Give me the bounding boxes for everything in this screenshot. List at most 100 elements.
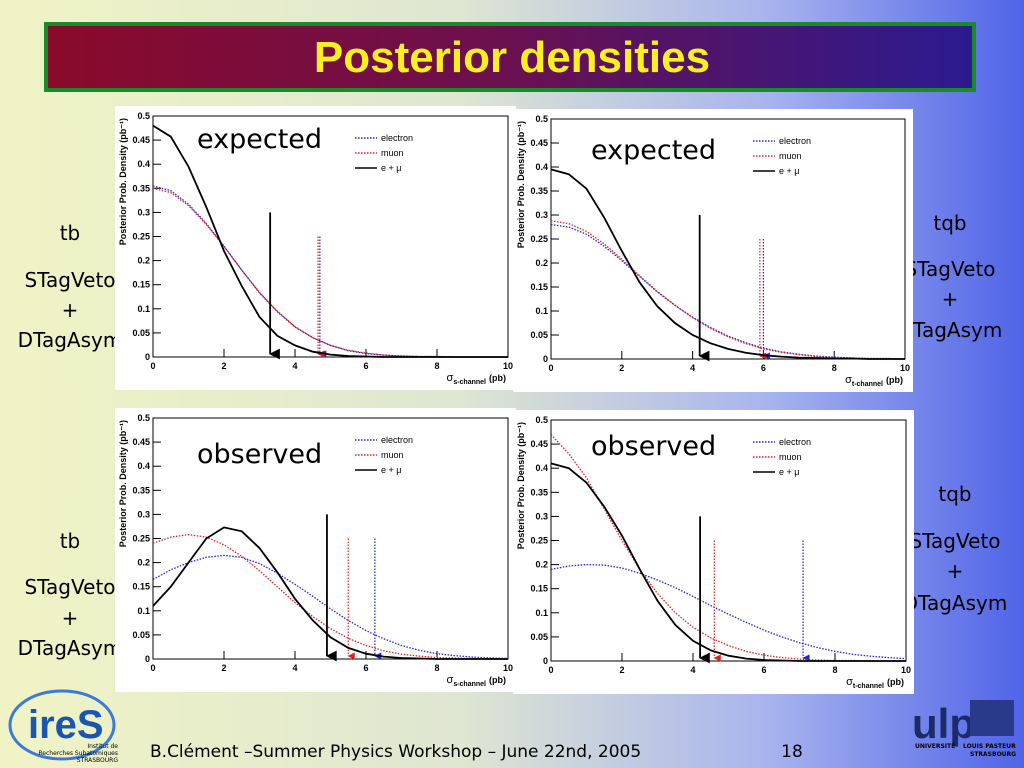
y-tick-label: 0.15 [132,280,150,290]
y-axis-label: Posterior Prob. Density (pb⁻¹) [516,121,526,248]
chart: 0 0.05 0.1 0.15 0.2 0.25 0.3 0.35 0.4 0.45 0.5 0 2 4 6… [513,109,913,392]
y-tick-label: 0.3 [137,509,150,519]
legend-label: e + μ [779,467,799,477]
side-label: DTagAsym [898,318,1003,342]
logo-ring [8,689,116,761]
side-label: tb [60,221,81,245]
logo-caption: UNIVERSITÉ [915,742,955,750]
y-tick-label: 0 [145,352,150,362]
x-tick-label: 2 [619,363,624,373]
chart: 0 0.05 0.1 0.15 0.2 0.25 0.3 0.35 0.4 0.45 0.5 0 2 4 6… [115,106,516,390]
side-label: STagVeto [904,257,995,281]
x-label-unit: (pb) [887,677,904,687]
charts: 0 0.05 0.1 0.15 0.2 0.25 0.3 0.35 0.4 0.45 0.5 0 2 4 6… [115,106,914,694]
y-tick-label: 0.35 [530,487,548,497]
footer-text: B.Clément –Summer Physics Workshop – Jun… [150,742,641,762]
y-tick-label: 0.3 [535,511,548,521]
side-label: tqb [938,482,971,506]
y-tick-label: 0.1 [535,608,548,618]
density-curve [550,563,907,660]
side-label: DTagAsym [18,636,123,660]
y-tick-label: 0.25 [132,534,150,544]
legend-label: electron [779,437,811,447]
x-tick-label: 2 [619,665,624,675]
y-tick-label: 0.05 [132,328,150,338]
x-label-symbol: σ [447,372,454,384]
x-tick-label: 10 [503,361,513,371]
y-tick-label: 0 [543,354,548,364]
x-axis-label: σs-channel (pb) [447,372,506,386]
legend-label: muon [381,450,404,460]
x-tick-label: 8 [434,663,439,673]
y-axis-label: Posterior Prob. Density (pb⁻¹) [118,420,128,547]
legend-label: muon [779,452,802,462]
density-curve [152,533,508,660]
y-tick-label: 0.1 [535,306,548,316]
y-tick-label: 0.3 [535,210,548,220]
logo-caption: STRASBOURG [970,751,1016,758]
page-number: 18 [781,742,803,762]
y-tick-label: 0.15 [132,582,150,592]
x-label-unit: (pb) [489,675,506,685]
y-tick-label: 0.2 [137,256,150,266]
density-curve [152,554,509,660]
x-tick-label: 10 [901,665,911,675]
side-labels: tb STagVeto + DTagAsym tqb STagVeto + DTagAsym t… [18,211,1008,660]
legend-label: muon [779,151,802,161]
x-axis-label: σt-channel (pb) [845,374,903,388]
legend-label: electron [779,136,811,146]
y-tick-label: 0.2 [535,560,548,570]
legend-label: electron [381,435,413,445]
x-tick-label: 6 [363,361,368,371]
x-label-subscript: t-channel [852,381,883,388]
y-tick-label: 0.15 [530,584,548,594]
logo-right: ulp UNIVERSITÉ LOUIS PASTEUR STRASBOURG [912,700,1016,758]
y-tick-label: 0.3 [137,207,150,217]
x-tick-label: 6 [761,665,766,675]
x-tick-label: 6 [363,663,368,673]
y-tick-label: 0.4 [535,463,548,473]
x-tick-label: 0 [150,663,155,673]
y-tick-label: 0.35 [530,186,548,196]
y-tick-label: 0.5 [137,111,150,121]
x-label-unit: (pb) [489,373,506,383]
x-tick-label: 0 [548,665,553,675]
y-tick-label: 0.1 [137,304,150,314]
y-tick-label: 0.5 [535,114,548,124]
density-curve [550,462,906,662]
y-tick-label: 0.35 [132,485,150,495]
chart: 0 0.05 0.1 0.15 0.2 0.25 0.3 0.35 0.4 0.45 0.5 0 2 4 6… [115,408,516,692]
x-tick-label: 4 [690,363,695,373]
y-tick-label: 0.2 [535,258,548,268]
logo-block [970,700,1014,736]
x-tick-label: 8 [434,361,439,371]
chart: 0 0.05 0.1 0.15 0.2 0.25 0.3 0.35 0.4 0.45 0.5 0 2 4 6… [513,410,914,694]
x-tick-label: 8 [832,665,837,675]
x-label-unit: (pb) [886,375,903,385]
logo-caption: Recherches Subatomiques [38,750,118,757]
annotation: observed [591,431,716,462]
density-curve [152,187,508,358]
x-tick-label: 4 [292,663,297,673]
legend-label: electron [381,133,413,143]
x-label-subscript: t-channel [853,683,884,690]
side-label: + [62,606,79,630]
y-tick-label: 0 [145,654,150,664]
x-label-symbol: σ [845,374,852,386]
x-tick-label: 0 [548,363,553,373]
y-tick-label: 0.1 [137,606,150,616]
annotation: expected [197,124,322,155]
chart-panel [115,408,516,692]
y-tick-label: 0.25 [530,234,548,244]
density-curve [550,168,905,360]
logo-text: ireS [28,703,104,747]
side-label: DTagAsym [18,328,123,352]
side-label: + [947,559,964,583]
y-tick-label: 0.45 [530,138,548,148]
y-tick-label: 0.05 [530,632,548,642]
density-curve [152,124,508,358]
y-tick-label: 0.15 [530,282,548,292]
title-bar [44,22,976,92]
x-tick-label: 4 [292,361,297,371]
